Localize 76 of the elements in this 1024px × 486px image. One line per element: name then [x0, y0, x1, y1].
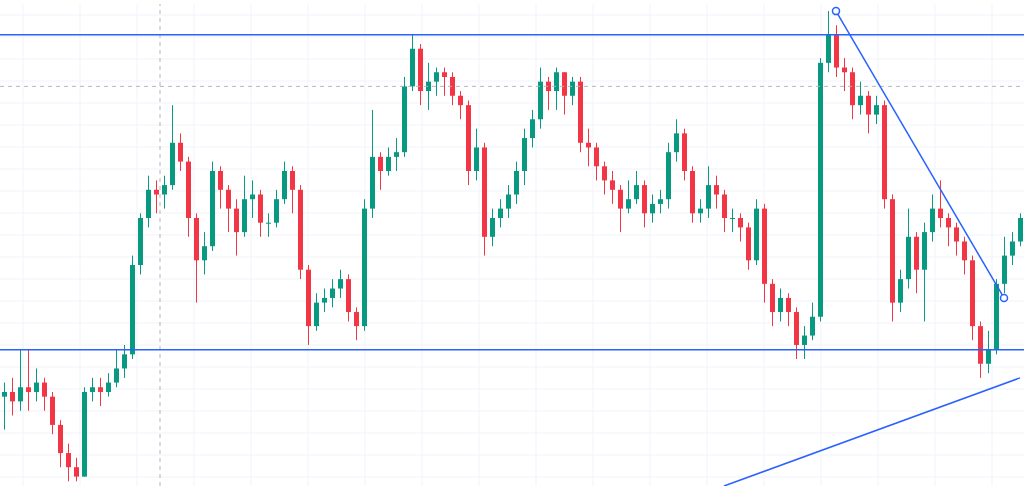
candlestick: [786, 292, 791, 327]
candlestick: [962, 236, 967, 275]
candlestick: [658, 189, 663, 214]
candlestick: [18, 349, 23, 412]
candlestick: [178, 132, 183, 172]
candlestick: [74, 457, 79, 482]
candlestick: [778, 288, 783, 322]
candlestick: [506, 184, 511, 219]
candlestick: [498, 198, 503, 228]
candlestick: [986, 330, 991, 374]
candlestick: [2, 382, 7, 431]
candlestick: [322, 288, 327, 313]
candlestick: [946, 212, 951, 247]
candlestick: [930, 193, 935, 243]
candlestick: [858, 81, 863, 116]
candlestick: [34, 367, 39, 402]
candlestick: [570, 76, 575, 106]
candlestick: [730, 208, 735, 233]
candlestick: [274, 189, 279, 228]
candlestick: [490, 208, 495, 247]
candlestick: [1018, 212, 1023, 247]
candlestick: [26, 349, 31, 412]
candlestick: [810, 302, 815, 341]
candlestick: [426, 62, 431, 111]
candlestick: [458, 90, 463, 120]
candlestick: [162, 175, 167, 210]
candlestick: [594, 142, 599, 181]
candlestick: [90, 377, 95, 402]
candlestick: [514, 161, 519, 205]
candlestick: [706, 165, 711, 219]
candlestick: [610, 170, 615, 205]
candlestick: [442, 67, 447, 97]
candlestick: [602, 161, 607, 195]
candlestick: [714, 175, 719, 210]
candlestick: [474, 128, 479, 181]
candlestick: [674, 118, 679, 163]
candlestick: [626, 179, 631, 214]
candlestick: [378, 151, 383, 191]
candlestick: [434, 67, 439, 97]
candlestick: [722, 189, 727, 233]
candlestick: [938, 179, 943, 228]
candlestick: [250, 179, 255, 219]
candlestick: [546, 76, 551, 111]
candlestick: [122, 344, 127, 379]
candlestick: [218, 165, 223, 210]
candlestick: [106, 372, 111, 398]
candlestick: [530, 109, 535, 148]
candlestick: [874, 95, 879, 125]
candlestick: [234, 198, 239, 257]
candlestick: [42, 377, 47, 412]
candlestick: [554, 67, 559, 111]
candlestick: [114, 349, 119, 388]
candlestick: [338, 269, 343, 299]
candlestick: [562, 71, 567, 116]
candlestick: [634, 170, 639, 205]
candlestick: [386, 146, 391, 177]
candlestick: [738, 212, 743, 243]
candlestick: [226, 184, 231, 233]
candlestick: [866, 90, 871, 134]
candlestick: [10, 377, 15, 416]
candlestick: [394, 137, 399, 172]
candlestick: [66, 443, 71, 482]
candlestick: [354, 306, 359, 341]
candlestick: [290, 165, 295, 214]
candlestick: [450, 71, 455, 106]
candlestick: [898, 269, 903, 313]
candlestick: [98, 377, 103, 407]
candlestick: [650, 193, 655, 224]
candlestick: [202, 231, 207, 275]
candlestick: [314, 292, 319, 332]
candlestick: [618, 184, 623, 233]
candlestick: [330, 278, 335, 308]
candlestick: [266, 212, 271, 238]
candlestick: [802, 325, 807, 360]
candlestick: [954, 222, 959, 257]
candlestick: [1010, 231, 1015, 266]
